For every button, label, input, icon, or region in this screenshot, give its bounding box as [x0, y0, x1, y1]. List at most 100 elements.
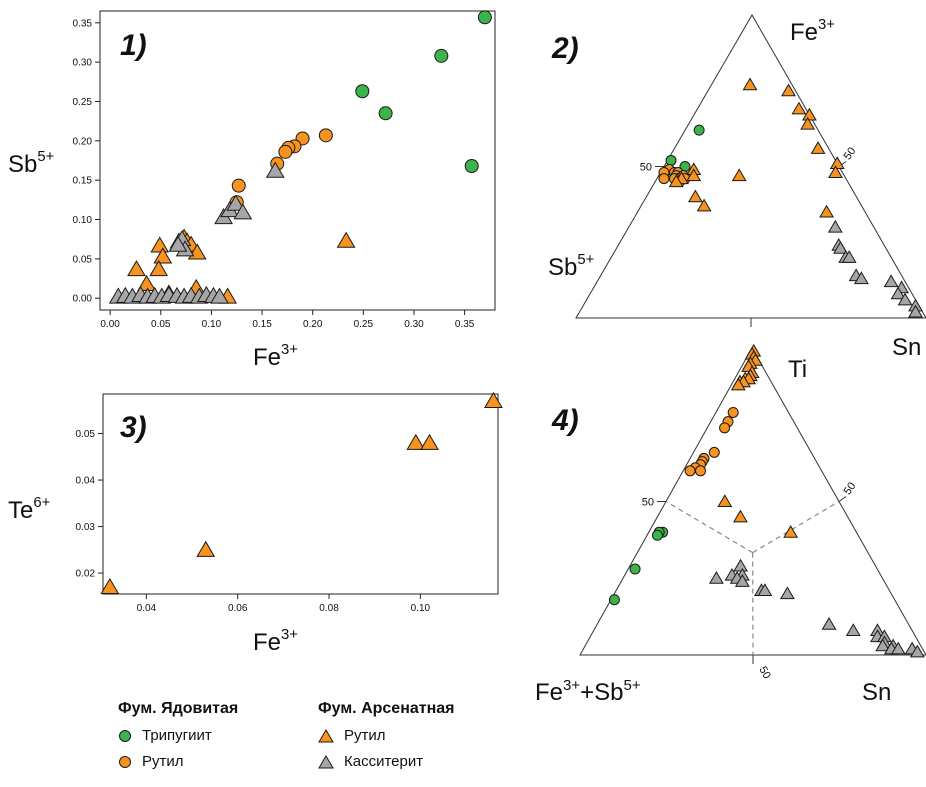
data-point	[909, 644, 925, 658]
data-point	[730, 377, 746, 391]
y-tick-label: 0.05	[73, 254, 93, 265]
data-point	[150, 236, 170, 253]
y-tick-label: 0.03	[76, 522, 96, 533]
data-point	[829, 156, 845, 169]
plot-frame	[99, 10, 496, 311]
x-axis-label-base: Fe	[253, 629, 281, 656]
x-axis-label-superscript: 3+	[281, 342, 298, 358]
data-point	[890, 641, 906, 655]
data-point	[719, 422, 731, 434]
y-tick-label: 0.25	[73, 97, 93, 108]
legend-group-2-title: Фум. Арсенатная	[318, 700, 455, 717]
data-point	[821, 617, 837, 630]
data-point	[883, 274, 899, 288]
data-point	[841, 250, 857, 263]
series-orange-triangle	[100, 391, 503, 595]
data-point	[464, 159, 479, 174]
apex-top-label-superscript: 3+	[818, 17, 835, 33]
data-point	[434, 48, 449, 63]
data-point	[897, 292, 913, 306]
data-point	[827, 219, 843, 233]
x-tick-label: 0.35	[455, 319, 475, 330]
data-point	[629, 563, 641, 575]
y-tick-label: 0.00	[73, 294, 93, 305]
data-point	[477, 10, 492, 25]
legend-group-1-title: Фум. Ядовитая	[118, 700, 239, 717]
legend-item-label: Рутил	[142, 753, 184, 770]
apex-right-label: Sn	[862, 679, 891, 706]
data-point	[658, 173, 670, 185]
panel-label: 3)	[120, 411, 147, 444]
data-point	[687, 189, 703, 203]
x-axis-label-base: Fe	[253, 344, 281, 371]
legend-triangle-orange-icon	[318, 728, 334, 742]
series-orange-triangle	[668, 77, 845, 218]
series-gray-triangle	[108, 161, 285, 304]
data-point	[693, 124, 705, 136]
data-point	[153, 247, 173, 264]
y-axis-label-base: Te	[8, 497, 33, 524]
x-tick-label: 0.08	[319, 603, 339, 614]
apex-right-label: Sn	[892, 334, 921, 361]
scatter-panel-fe-te: 0.04 0.06 0.08 0.10 0.02 0.03 0.04 0.05 3) Fe3+ Te…	[8, 391, 503, 656]
legend-group-2: Фум. Арсенатная Рутил Касситерит	[318, 700, 455, 770]
data-point	[800, 116, 816, 130]
legend-group-1: Фум. Ядовитая Трипугиит Рутил	[118, 700, 238, 770]
series-orange-circle	[229, 128, 333, 210]
y-tick-label: 0.04	[76, 476, 96, 487]
data-point	[757, 583, 773, 597]
x-tick-label: 0.20	[303, 319, 323, 330]
apex-top-label-base: Fe	[790, 19, 818, 46]
x-axis-label: Fe3+	[253, 342, 298, 371]
data-point	[684, 465, 696, 477]
x-tick-label: 0.30	[404, 319, 424, 330]
series-gray-triangle	[827, 219, 923, 318]
field-boundary-dashed	[665, 500, 753, 554]
y-axis-label-superscript: 6+	[33, 495, 50, 511]
legend-circle-green-icon	[119, 729, 131, 742]
panel-label: 2)	[551, 32, 579, 65]
data-point	[665, 154, 677, 166]
data-point	[196, 540, 216, 557]
data-point	[231, 178, 246, 193]
data-point	[875, 638, 891, 652]
plot-frame	[102, 393, 499, 595]
data-point	[733, 509, 748, 523]
data-point	[127, 259, 146, 277]
apex-left-label: Sb5+	[548, 252, 594, 281]
tick-label-bottom: 50	[756, 665, 773, 682]
legend-circle-orange-icon	[119, 755, 131, 768]
data-point	[696, 198, 712, 212]
data-point	[810, 141, 826, 154]
legend-item-label: Рутил	[344, 727, 386, 744]
field-boundary-dashed	[752, 500, 840, 554]
y-axis-label: Sb5+	[8, 149, 54, 178]
data-point	[731, 168, 747, 182]
data-point	[168, 235, 188, 252]
data-point	[779, 586, 795, 600]
data-point	[708, 571, 724, 584]
data-point	[318, 128, 333, 143]
data-point	[695, 465, 706, 477]
series-orange-triangle	[717, 343, 799, 538]
panel-label: 1)	[120, 29, 147, 62]
data-point	[149, 259, 169, 277]
data-point	[783, 524, 799, 538]
data-point	[828, 165, 843, 179]
apex-left-label-superscript: 5+	[577, 252, 594, 268]
y-tick-label: 0.35	[73, 18, 93, 29]
ternary-panel-fe-sb-sn: 50 50 2) Fe3+ Sb5+ Sn	[548, 14, 926, 361]
x-tick-label: 0.15	[252, 319, 272, 330]
y-tick-label: 0.02	[76, 569, 96, 580]
scatter-panel-fe-sb: 0.00 0.05 0.10 0.15 0.20 0.25 0.30 0.35 0.00 0.05…	[8, 10, 496, 371]
data-point	[708, 446, 720, 458]
data-point	[233, 203, 253, 220]
data-point	[484, 391, 503, 408]
y-axis-label-base: Sb	[8, 151, 37, 178]
legend-item-tripuhyite: Трипугиит	[118, 727, 238, 744]
y-tick-label: 0.05	[76, 429, 96, 440]
data-point	[853, 271, 869, 285]
tick-label-right: 50	[842, 480, 859, 497]
apex-left-label-base: Sb	[548, 254, 577, 281]
